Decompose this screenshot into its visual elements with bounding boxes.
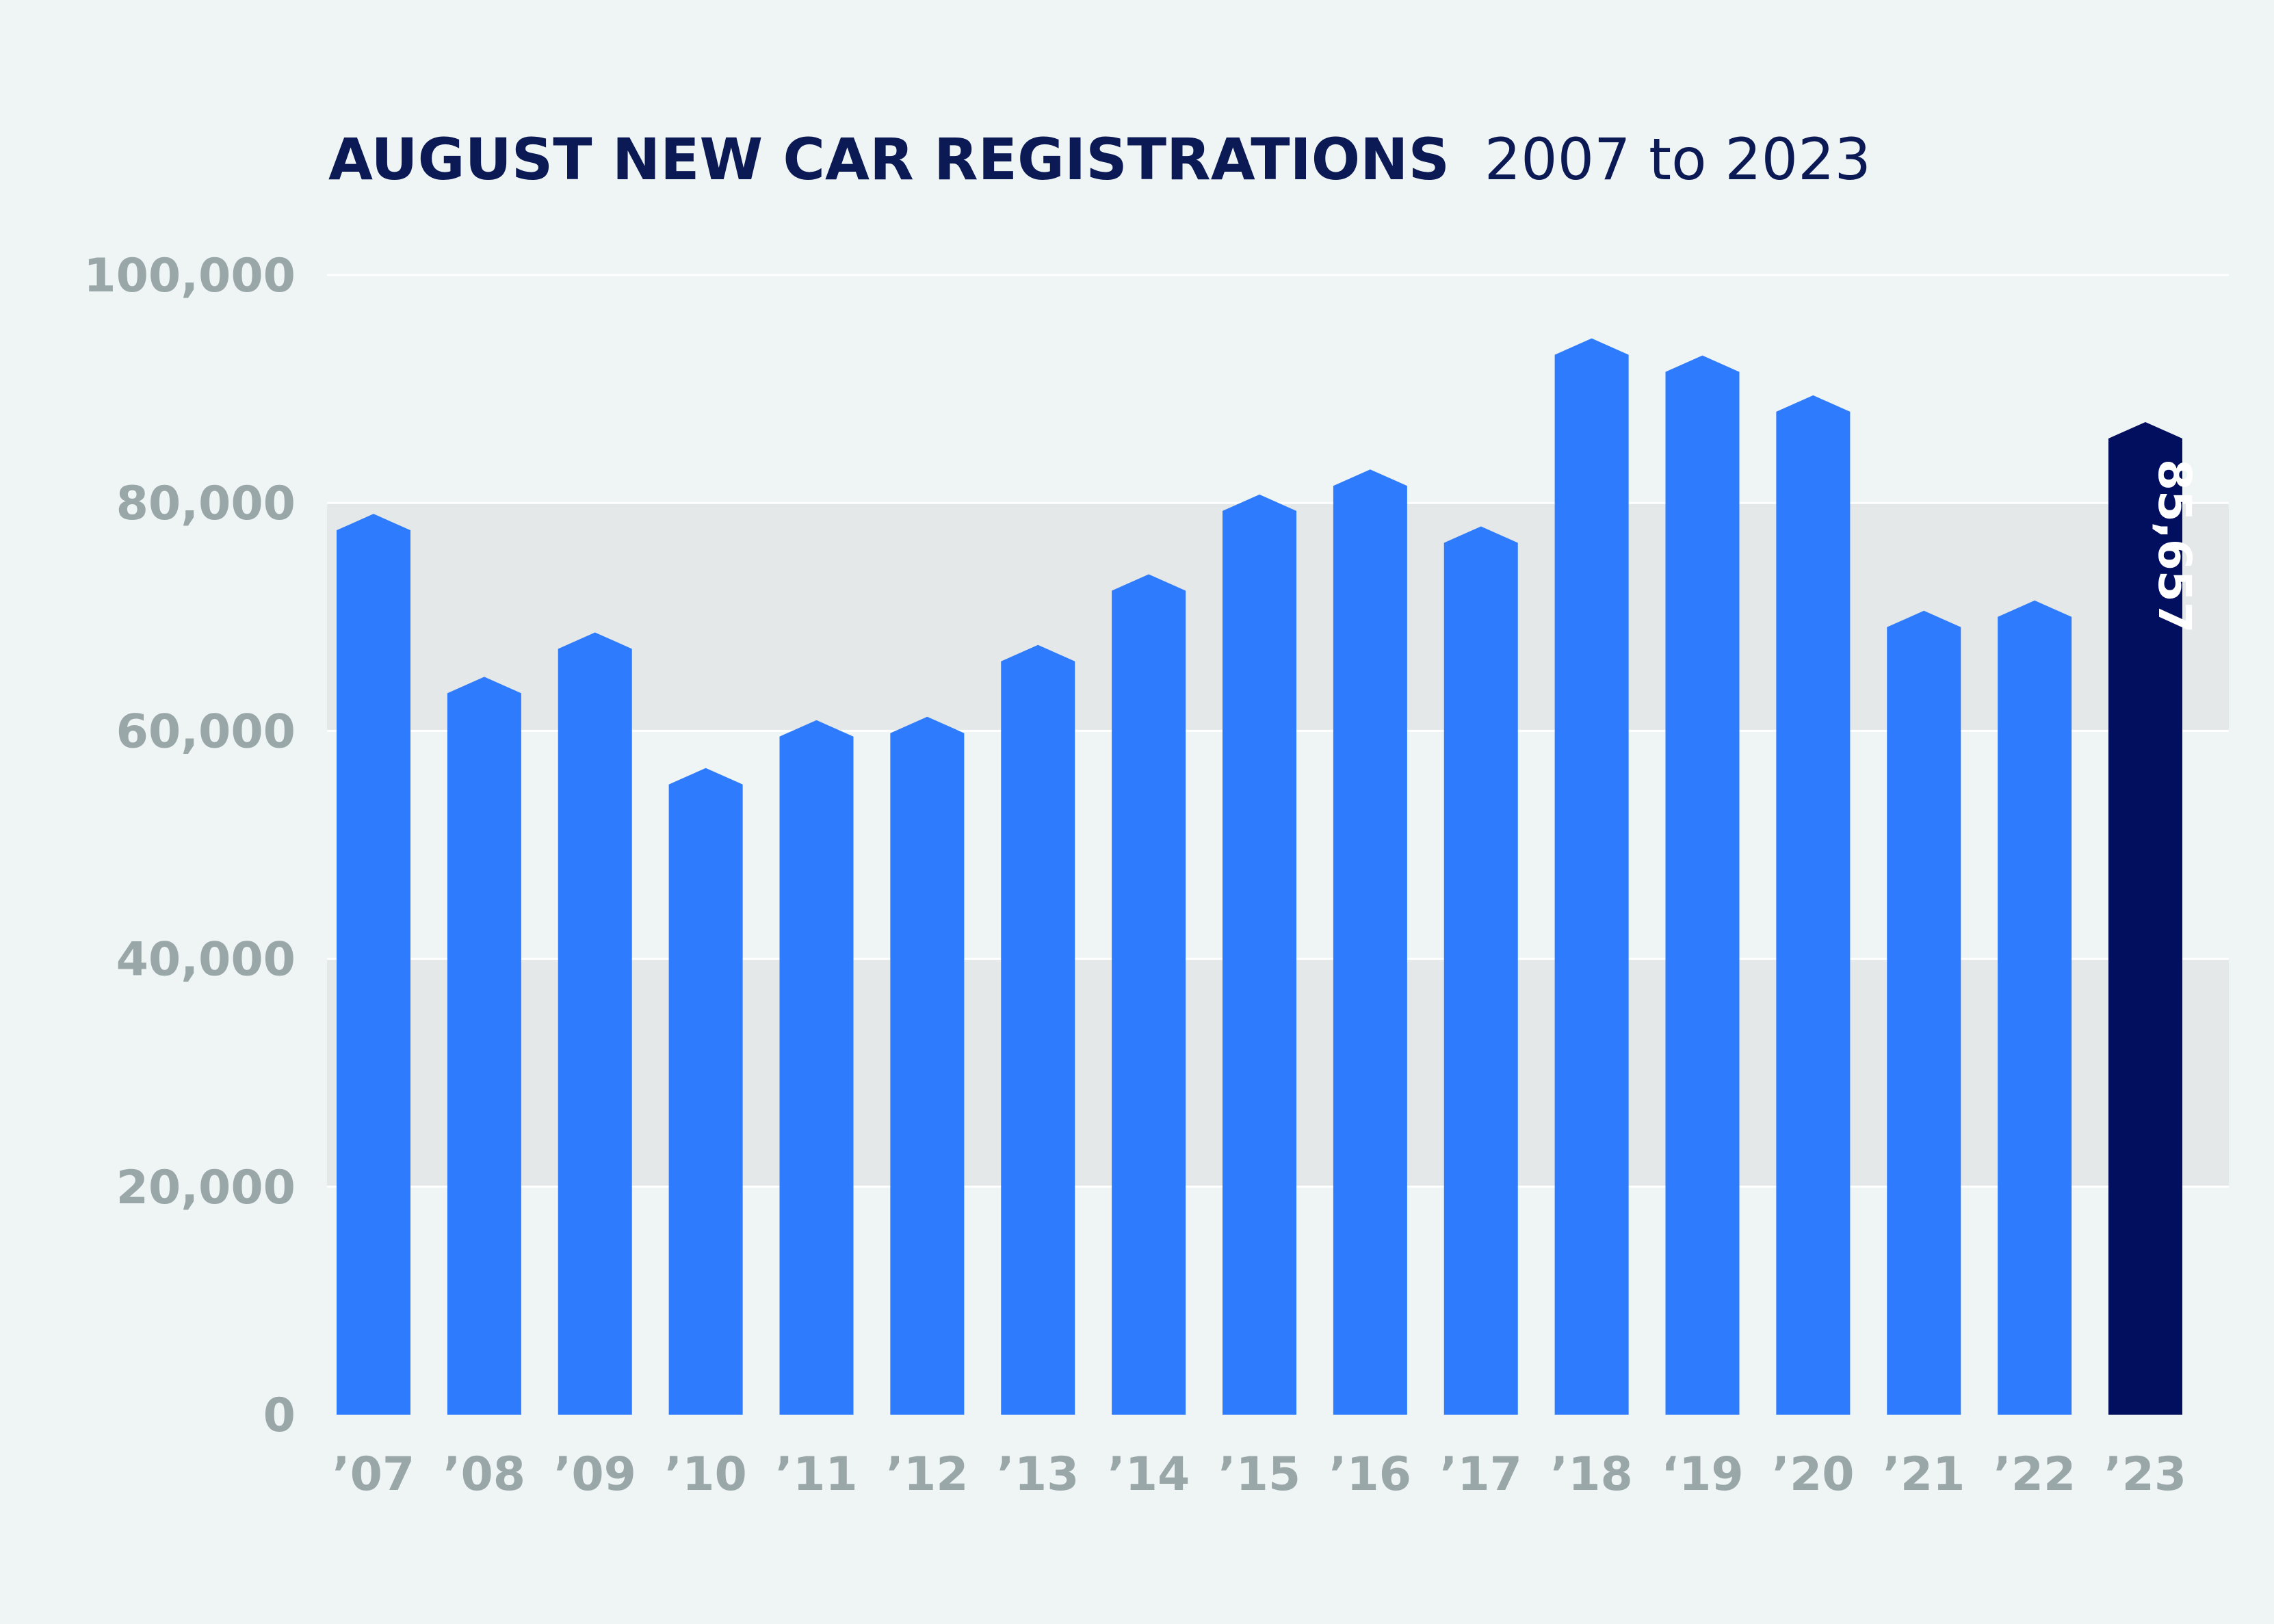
y-axis-ticks: 0 20,000 40,000 60,000 80,000 100,000 xyxy=(83,249,296,1443)
x-tick-label: ’09 xyxy=(554,1448,636,1502)
bar xyxy=(1887,610,1961,1415)
x-tick-label: ’18 xyxy=(1550,1448,1632,1502)
x-tick-label: ’13 xyxy=(997,1448,1079,1502)
bar xyxy=(1001,644,1075,1415)
bar xyxy=(337,514,410,1415)
x-tick-label: ’21 xyxy=(1883,1448,1965,1502)
bar xyxy=(1998,600,2072,1415)
bar xyxy=(668,768,743,1415)
x-tick-label: ’10 xyxy=(664,1448,746,1502)
bar xyxy=(1443,526,1518,1415)
x-tick-label: ’22 xyxy=(1994,1448,2076,1502)
y-tick-label: 60,000 xyxy=(116,705,296,759)
bar xyxy=(1112,574,1186,1415)
bar xyxy=(1665,355,1740,1415)
x-tick-label: ’23 xyxy=(2104,1448,2186,1502)
x-tick-label: ’07 xyxy=(332,1448,415,1502)
x-tick-label: ’08 xyxy=(443,1448,525,1502)
bar xyxy=(1776,395,1851,1415)
y-tick-label: 80,000 xyxy=(116,477,296,531)
chart-subtitle: 2007 to 2023 xyxy=(1485,126,1871,193)
chart-title-main: AUGUST NEW CAR REGISTRATIONS xyxy=(328,126,1450,193)
x-tick-label: ’11 xyxy=(775,1448,857,1502)
y-tick-label: 20,000 xyxy=(116,1161,296,1215)
x-tick-label: ’20 xyxy=(1772,1448,1854,1502)
chart-title: AUGUST NEW CAR REGISTRATIONS 2007 to 202… xyxy=(328,126,1871,193)
bar xyxy=(447,677,521,1415)
x-tick-label: ’12 xyxy=(886,1448,968,1502)
y-tick-label: 40,000 xyxy=(116,933,296,987)
bars: 85,657 xyxy=(337,338,2201,1415)
y-tick-label: 100,000 xyxy=(83,249,296,303)
x-tick-label: ’17 xyxy=(1440,1448,1522,1502)
x-tick-label: ’14 xyxy=(1108,1448,1190,1502)
x-tick-label: ‘19 xyxy=(1661,1448,1743,1502)
y-tick-label: 0 xyxy=(263,1389,296,1443)
bar xyxy=(890,716,965,1415)
bar xyxy=(779,720,854,1415)
x-tick-label: ’15 xyxy=(1218,1448,1301,1502)
bar xyxy=(1554,338,1629,1415)
bar-value-label: 85,657 xyxy=(2148,459,2201,633)
x-axis-ticks: ’07 ’08 ’09 ’10 ’11 ’12 ’13 ’14 ’15 ’16 ’17 ’18 ‘19 ’… xyxy=(332,1448,2186,1502)
bar xyxy=(558,632,632,1415)
bar xyxy=(1333,469,1407,1415)
bar xyxy=(1223,494,1296,1415)
bar-highlight-2023 xyxy=(2108,421,2182,1415)
x-tick-label: ’16 xyxy=(1329,1448,1411,1502)
